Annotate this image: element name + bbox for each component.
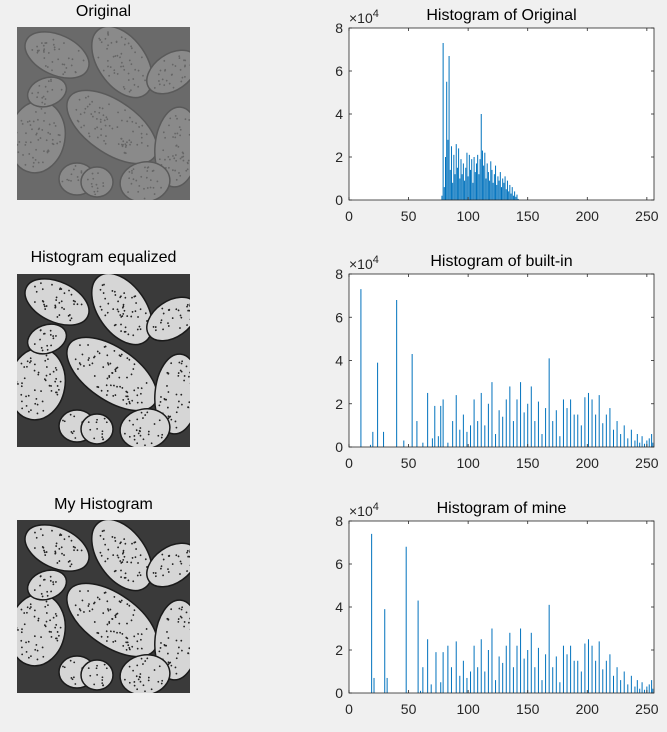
y-tick-label: 8: [335, 513, 343, 529]
plot-title: Histogram of built-in: [430, 253, 572, 270]
x-tick-label: 150: [516, 701, 540, 717]
plot-area: [349, 28, 654, 200]
y-tick-label: 2: [335, 642, 343, 658]
pollen-grain: [146, 296, 190, 342]
y-exponent-label: ×104: [349, 254, 379, 272]
y-tick-label: 0: [335, 192, 343, 208]
plot-area: [349, 274, 654, 447]
x-tick-label: 250: [635, 208, 659, 224]
y-tick-label: 6: [335, 556, 343, 572]
x-tick-label: 50: [401, 701, 417, 717]
x-tick-label: 50: [401, 208, 417, 224]
pollen-grain: [119, 161, 171, 200]
pollen-grain: [80, 413, 114, 445]
histogram-1: 0 50 100 150 200 250 0 2 4 6 8 ×104 Histogram of bui…: [335, 253, 659, 471]
y-tick-label: 8: [335, 20, 343, 36]
pollen-grain: [26, 569, 68, 601]
image-histogram-equalized: [17, 274, 190, 447]
y-tick-label: 4: [335, 353, 343, 369]
y-tick-label: 0: [335, 439, 343, 455]
x-tick-label: 200: [576, 455, 600, 471]
x-tick-label: 0: [345, 208, 353, 224]
pollen-grain: [154, 106, 190, 188]
image-title-histogram-equalized: Histogram equalized: [30, 249, 177, 266]
pollen-grain: [146, 49, 190, 95]
x-tick-label: 100: [456, 701, 480, 717]
y-tick-label: 2: [335, 149, 343, 165]
pollen-grain: [26, 323, 68, 355]
y-exponent-label: ×104: [349, 8, 379, 26]
x-tick-label: 200: [576, 701, 600, 717]
y-tick-label: 8: [335, 266, 343, 282]
y-exponent-label: ×104: [349, 501, 379, 519]
image-my-histogram: [17, 520, 190, 693]
pollen-grain: [119, 408, 171, 447]
pollen-grain: [26, 76, 68, 108]
pollen-grain: [91, 520, 153, 592]
pollen-grain: [17, 593, 67, 667]
pollen-grain: [24, 524, 90, 572]
image-title-my-histogram: My Histogram: [54, 496, 153, 513]
y-tick-label: 4: [335, 599, 343, 615]
x-tick-label: 150: [516, 208, 540, 224]
pollen-grain: [80, 166, 114, 198]
x-tick-label: 250: [635, 701, 659, 717]
pollen-grain: [154, 599, 190, 681]
y-tick-label: 2: [335, 396, 343, 412]
y-tick-label: 6: [335, 309, 343, 325]
x-tick-label: 0: [345, 701, 353, 717]
y-tick-label: 6: [335, 63, 343, 79]
x-tick-label: 200: [576, 208, 600, 224]
plot-area: [349, 521, 654, 693]
pollen-grain: [24, 31, 90, 79]
pollen-grain: [66, 582, 158, 658]
pollen-grain: [80, 659, 114, 691]
plot-title: Histogram of mine: [437, 500, 567, 517]
pollen-grain: [146, 542, 190, 588]
image-title-original: Original: [75, 3, 132, 20]
plot-title: Histogram of Original: [426, 7, 576, 24]
y-tick-label: 0: [335, 685, 343, 701]
x-tick-label: 100: [456, 208, 480, 224]
x-tick-label: 50: [401, 455, 417, 471]
histogram-0: 0 50 100 150 200 250 0 2 4 6 8 ×104 Histogram of Ori…: [335, 7, 659, 224]
pollen-image-mine: [17, 520, 190, 693]
pollen-grain: [119, 654, 171, 693]
y-tick-label: 4: [335, 106, 343, 122]
pollen-image-original: [17, 27, 190, 200]
image-original: [17, 27, 190, 200]
x-tick-label: 250: [635, 455, 659, 471]
pollen-grain: [91, 274, 153, 346]
histogram-2: 0 50 100 150 200 250 0 2 4 6 8 ×104 Histogram of min…: [335, 500, 659, 717]
pollen-grain: [91, 27, 153, 99]
pollen-image-equalized: [17, 274, 190, 447]
pollen-grain: [24, 278, 90, 326]
x-tick-label: 0: [345, 455, 353, 471]
x-tick-label: 100: [456, 455, 480, 471]
pollen-grain: [17, 347, 67, 421]
x-tick-label: 150: [516, 455, 540, 471]
